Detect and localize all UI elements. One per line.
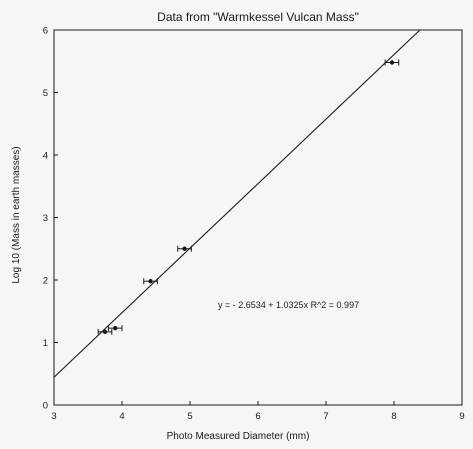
x-axis-label: Photo Measured Diameter (mm) [167,431,310,442]
plot-frame [53,29,463,406]
fit-equation-label: y = - 2.6534 + 1.0325x R^2 = 0.997 [218,300,359,310]
y-axis-ticks: 0 1 2 3 4 5 6 [43,26,58,412]
y-tick-label: 4 [43,151,48,162]
x-axis-ticks: 3 4 5 6 7 8 9 [51,401,465,422]
y-tick-label: 3 [43,213,48,224]
data-points-layer [97,59,400,335]
x-tick-label: 9 [459,411,464,422]
x-tick-label: 5 [187,411,192,422]
y-tick-label: 2 [43,276,48,287]
data-point [113,325,118,331]
x-tick-label: 3 [51,411,56,422]
fit-line [53,29,421,378]
y-axis-label: Log 10 (Mass in earth masses) [11,146,22,283]
data-point [102,329,108,335]
x-tick-label: 6 [255,411,260,422]
y-tick-label: 1 [43,338,48,349]
data-point [148,279,153,284]
x-tick-label: 8 [391,411,396,422]
x-tick-label: 7 [323,411,328,422]
y-tick-label: 6 [43,26,48,37]
y-tick-label: 0 [43,401,48,412]
data-point [389,60,395,65]
y-tick-label: 5 [43,88,48,99]
fit-line-layer [53,29,421,378]
chart-title: Data from "Warmkessel Vulcan Mass" [157,10,359,24]
data-point [182,246,187,251]
x-tick-label: 4 [119,411,124,422]
